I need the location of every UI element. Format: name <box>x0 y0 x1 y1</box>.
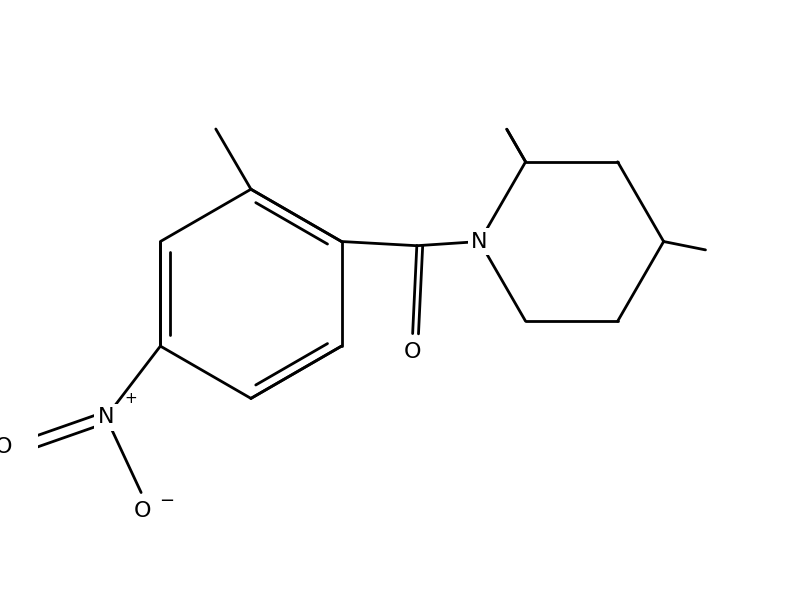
Text: −: − <box>158 492 173 510</box>
Text: N: N <box>97 407 114 427</box>
Text: +: + <box>124 392 138 406</box>
Text: O: O <box>404 342 421 362</box>
Text: O: O <box>134 501 151 521</box>
Text: O: O <box>0 436 13 457</box>
Text: N: N <box>471 231 488 252</box>
